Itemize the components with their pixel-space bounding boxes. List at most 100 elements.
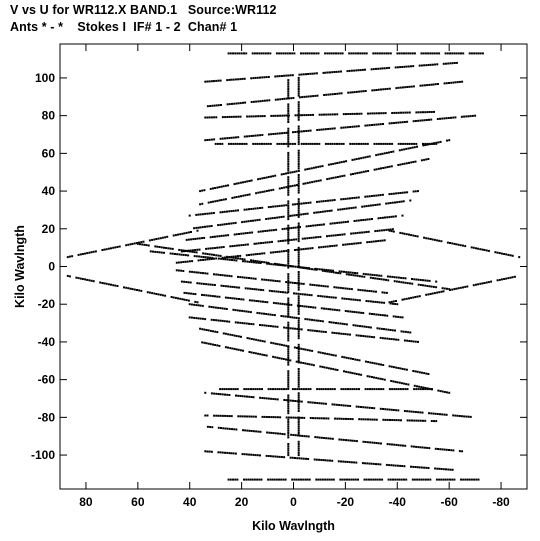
uv-point [287,251,290,254]
uv-point [368,312,371,315]
uv-point [297,138,300,141]
uv-point [290,433,293,436]
uv-point [287,193,290,196]
uv-point [392,478,394,481]
uv-point [215,273,218,276]
uv-point [452,414,455,417]
uv-point [188,270,191,273]
uv-point [269,52,272,55]
uv-point [287,242,290,245]
uv-point [263,76,266,79]
uv-point [455,52,458,55]
uv-point [329,245,331,248]
uv-point [196,237,199,240]
uv-point [257,115,260,118]
uv-point [190,238,193,241]
uv-point [287,79,290,82]
uv-point [370,290,373,293]
uv-point [353,220,356,222]
uv-point [391,443,393,446]
uv-point [219,254,222,257]
uv-point [287,323,290,326]
uv-point [263,190,266,193]
x-tick-label: 80 [79,495,93,509]
uv-point [354,478,357,481]
uv-point [282,291,284,294]
uv-point [311,72,314,75]
uv-point [291,203,294,206]
uv-point [206,212,209,215]
uv-point [445,117,448,120]
uv-point [351,125,354,128]
uv-point [250,338,253,340]
uv-point [228,274,231,277]
uv-point [287,138,290,141]
uv-point [416,145,418,148]
uv-point [331,245,334,247]
uv-point [294,265,297,268]
uv-point [406,191,409,194]
uv-point [378,274,381,277]
uv-point [337,460,340,463]
uv-point [309,201,312,204]
uv-point [343,207,346,210]
uv-point [177,233,179,236]
uv-point [377,240,380,242]
uv-point [331,331,334,334]
uv-point [285,388,288,391]
uv-point [297,392,300,395]
uv-point [349,388,352,391]
uv-point [297,160,300,163]
uv-point [248,254,250,256]
uv-point [287,182,290,185]
uv-point [214,187,217,189]
uv-point [467,115,470,118]
uv-point [317,211,320,214]
uv-point [92,250,95,253]
uv-point [244,180,247,183]
uv-point [195,213,198,216]
uv-point [384,88,387,91]
uv-point [451,478,454,481]
uv-point [418,64,421,67]
uv-point [182,253,185,256]
uv-point [195,304,198,307]
uv-point [429,478,432,481]
uv-point [460,415,463,418]
uv-point [382,364,385,366]
uv-point [257,339,260,342]
uv-point [399,142,402,145]
uv-point [357,69,360,72]
uv-point [208,225,211,228]
uv-point [336,176,339,178]
uv-point [88,279,91,282]
uv-point [272,355,275,358]
uv-point [377,217,380,220]
uv-point [213,273,215,276]
uv-point [368,375,371,378]
uv-point [314,306,317,309]
uv-point [324,459,327,462]
uv-point [212,200,214,203]
uv-point [367,170,370,172]
uv-point [327,367,330,370]
uv-point [447,468,450,471]
uv-point [280,250,283,253]
uv-point [297,381,300,384]
uv-point [363,231,366,234]
uv-point [355,69,358,72]
uv-point [309,306,312,309]
uv-point [306,212,309,215]
uv-point [285,131,288,134]
uv-point [377,442,380,445]
uv-point [392,150,395,153]
uv-point [362,170,365,173]
uv-point [234,52,237,55]
uv-point [297,423,300,426]
uv-point [217,224,220,227]
uv-point [262,52,265,55]
uv-point [185,281,188,283]
uv-point [274,388,277,391]
uv-point [398,478,401,481]
uv-point [431,63,434,66]
